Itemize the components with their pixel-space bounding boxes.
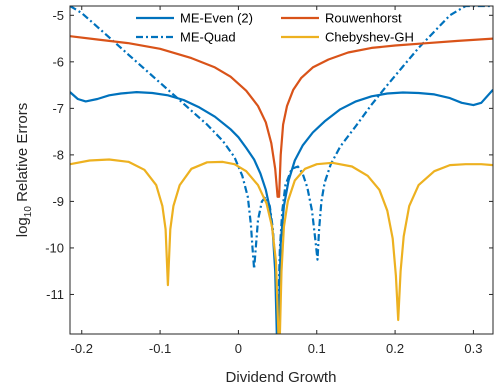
- series-layer: [70, 6, 493, 334]
- plot-frame: [69, 5, 494, 335]
- legend-label-2: Rouwenhorst: [325, 11, 402, 26]
- series-line-2: [70, 35, 493, 198]
- y-tick-label: -9: [52, 194, 64, 209]
- y-axis-label: log10 Relative Errors: [14, 103, 34, 238]
- legend-label-3: Chebyshev-GH: [325, 30, 414, 45]
- x-tick-label: 0: [235, 341, 242, 356]
- x-axis-label: Dividend Growth: [226, 369, 337, 386]
- y-tick-label: -6: [52, 54, 64, 69]
- x-tick-label: 0.3: [464, 341, 482, 356]
- legend-label-0: ME-Even (2): [180, 11, 253, 26]
- y-axis-label-subscript: 10: [23, 206, 34, 218]
- x-tick-label: 0.2: [386, 341, 404, 356]
- y-axis-label-rest: Relative Errors: [14, 103, 31, 206]
- series-line-1: [70, 6, 493, 305]
- legend: ME-Even (2) Rouwenhorst ME-Quad Chebyshev-G…: [136, 11, 414, 45]
- y-tick-label: -8: [52, 147, 64, 162]
- y-tick-label: -10: [45, 240, 64, 255]
- x-tick-label: -0.1: [149, 341, 171, 356]
- y-tick-label: -5: [52, 8, 64, 23]
- series-line-0: [70, 88, 493, 334]
- tick-layer: -0.2 -0.1 0 0.1 0.2 0.3 -11 -10 -9 -8 -7 -6 -5: [45, 6, 493, 356]
- x-tick-label: 0.1: [308, 341, 326, 356]
- x-tick-label: -0.2: [71, 341, 93, 356]
- y-tick-label: -11: [46, 287, 64, 302]
- y-axis-label-main: log: [14, 217, 31, 237]
- y-tick-label: -7: [52, 101, 64, 116]
- series-line-3: [70, 158, 493, 334]
- legend-label-1: ME-Quad: [180, 30, 236, 45]
